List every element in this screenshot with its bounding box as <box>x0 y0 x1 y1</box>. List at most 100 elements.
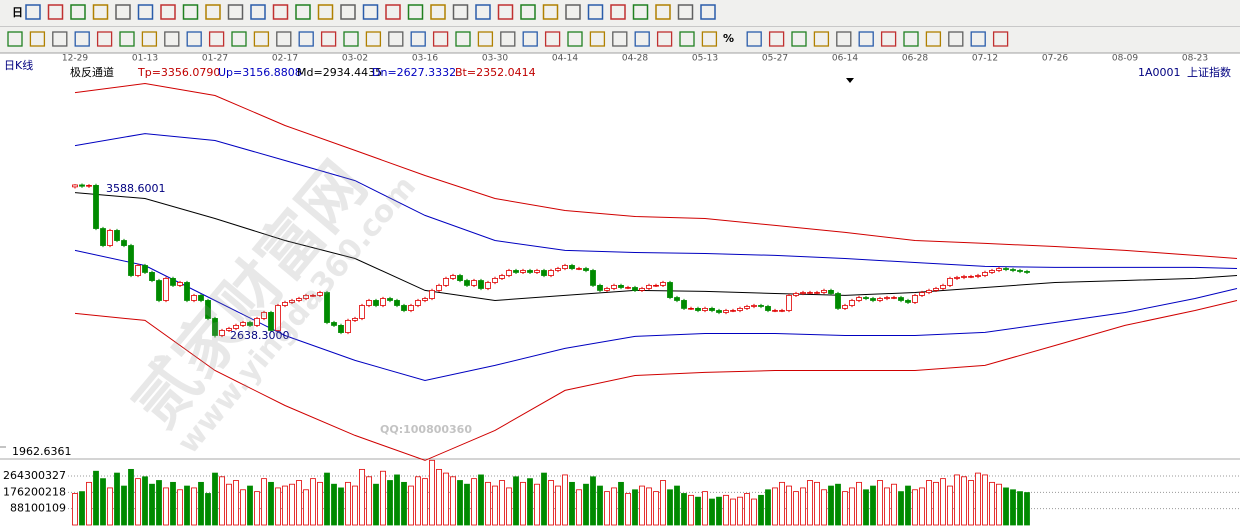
volume-bar <box>646 487 652 526</box>
toolbar-button[interactable] <box>497 4 514 20</box>
toolbar-button[interactable] <box>836 31 852 47</box>
period-button[interactable]: 日 <box>12 6 23 19</box>
volume-bar <box>863 489 869 526</box>
toolbar-button[interactable] <box>227 4 244 20</box>
toolbar-button[interactable] <box>70 4 86 20</box>
toolbar-button[interactable] <box>47 4 64 20</box>
toolbar-button[interactable] <box>565 4 581 20</box>
toolbar-button[interactable] <box>410 31 426 47</box>
toolbar-button[interactable] <box>317 4 334 20</box>
toolbar-button[interactable] <box>7 31 23 47</box>
toolbar-button[interactable] <box>96 31 113 47</box>
x-tick-label: 04-28 <box>622 54 648 64</box>
toolbar-button[interactable] <box>634 31 650 47</box>
toolbar-button[interactable] <box>544 31 561 47</box>
toolbar-button[interactable] <box>522 31 538 47</box>
toolbar-button[interactable] <box>160 4 176 20</box>
toolbar-button[interactable] <box>164 31 180 47</box>
toolbar-button[interactable] <box>92 4 109 20</box>
toolbar-button[interactable] <box>141 31 158 47</box>
toolbar-button[interactable] <box>700 4 716 20</box>
toolbar-button[interactable] <box>746 31 762 47</box>
toolbar-button[interactable] <box>231 31 247 47</box>
toolbar-button[interactable] <box>430 4 446 20</box>
toolbar-button[interactable] <box>520 4 536 20</box>
toolbar-button[interactable] <box>343 31 359 47</box>
toolbar-button[interactable] <box>925 31 942 47</box>
toolbar-button[interactable] <box>362 4 379 20</box>
volume-bar <box>611 487 617 526</box>
toolbar-button[interactable] <box>500 31 516 47</box>
toolbar-button[interactable] <box>208 31 225 47</box>
toolbar-button[interactable] <box>970 31 986 47</box>
toolbar-button[interactable] <box>656 31 673 47</box>
candle-body <box>464 280 470 286</box>
volume-bar <box>821 489 827 526</box>
toolbar-button[interactable] <box>74 31 90 47</box>
toolbar-button[interactable] <box>677 4 694 20</box>
volume-bar <box>996 483 1002 526</box>
toolbar-button[interactable] <box>948 31 964 47</box>
candle-body <box>863 297 869 299</box>
toolbar-button[interactable] <box>432 31 449 47</box>
volume-bar <box>121 485 127 526</box>
toolbar-button[interactable] <box>250 4 266 20</box>
toolbar-button[interactable] <box>612 31 628 47</box>
x-tick-label: 07-12 <box>972 54 998 64</box>
toolbar-button[interactable] <box>992 31 1009 47</box>
candle-body <box>639 288 645 291</box>
volume-bar <box>296 480 302 526</box>
toolbar-button[interactable] <box>276 31 292 47</box>
candle-body <box>541 270 547 276</box>
toolbar-button[interactable] <box>115 4 131 20</box>
toolbar-button[interactable] <box>205 4 221 20</box>
volume-bar <box>695 496 701 526</box>
toolbar-button[interactable] <box>813 31 830 47</box>
toolbar-button[interactable] <box>25 4 41 20</box>
toolbar-button[interactable] <box>477 31 494 47</box>
toolbar-button[interactable] <box>407 4 424 20</box>
toolbar-button[interactable] <box>768 31 785 47</box>
volume-bar <box>527 478 533 526</box>
toolbar-button[interactable] <box>632 4 649 20</box>
toolbar-button[interactable] <box>298 31 314 47</box>
volume-bar <box>380 470 386 526</box>
toolbar-button[interactable] <box>388 31 404 47</box>
toolbar-button[interactable] <box>137 4 154 20</box>
toolbar-button[interactable] <box>679 31 695 47</box>
toolbar-button[interactable] <box>340 4 356 20</box>
toolbar-button[interactable] <box>791 31 807 47</box>
candle-body <box>919 292 925 296</box>
toolbar-button[interactable] <box>385 4 401 20</box>
volume-bar <box>541 472 547 526</box>
candle-body <box>240 322 246 326</box>
toolbar-button[interactable] <box>186 31 202 47</box>
toolbar-button[interactable] <box>253 31 270 47</box>
candle-body <box>254 318 260 326</box>
toolbar-button[interactable] <box>880 31 897 47</box>
toolbar-button[interactable] <box>320 31 337 47</box>
toolbar-button[interactable] <box>475 4 491 20</box>
toolbar-button[interactable] <box>589 31 606 47</box>
toolbar-button[interactable] <box>29 31 46 47</box>
toolbar-button[interactable] <box>182 4 199 20</box>
toolbar-button[interactable] <box>455 31 471 47</box>
toolbar-button[interactable] <box>610 4 626 20</box>
toolbar-button[interactable] <box>567 31 583 47</box>
candle-body <box>772 310 778 312</box>
toolbar-button[interactable] <box>452 4 469 20</box>
toolbar-button[interactable] <box>272 4 289 20</box>
toolbar-button[interactable] <box>119 31 135 47</box>
toolbar-button[interactable] <box>295 4 311 20</box>
toolbar-button[interactable] <box>903 31 919 47</box>
toolbar-button[interactable] <box>52 31 68 47</box>
toolbar-button[interactable] <box>365 31 382 47</box>
toolbar-button[interactable] <box>858 31 874 47</box>
toolbar-button[interactable] <box>701 31 718 47</box>
percent-button[interactable]: % <box>723 32 734 45</box>
toolbar-button[interactable] <box>542 4 559 20</box>
candle-body <box>324 292 330 323</box>
toolbar-button[interactable] <box>587 4 604 20</box>
toolbar-button[interactable] <box>655 4 671 20</box>
param: Up=3156.8808 <box>218 66 302 79</box>
